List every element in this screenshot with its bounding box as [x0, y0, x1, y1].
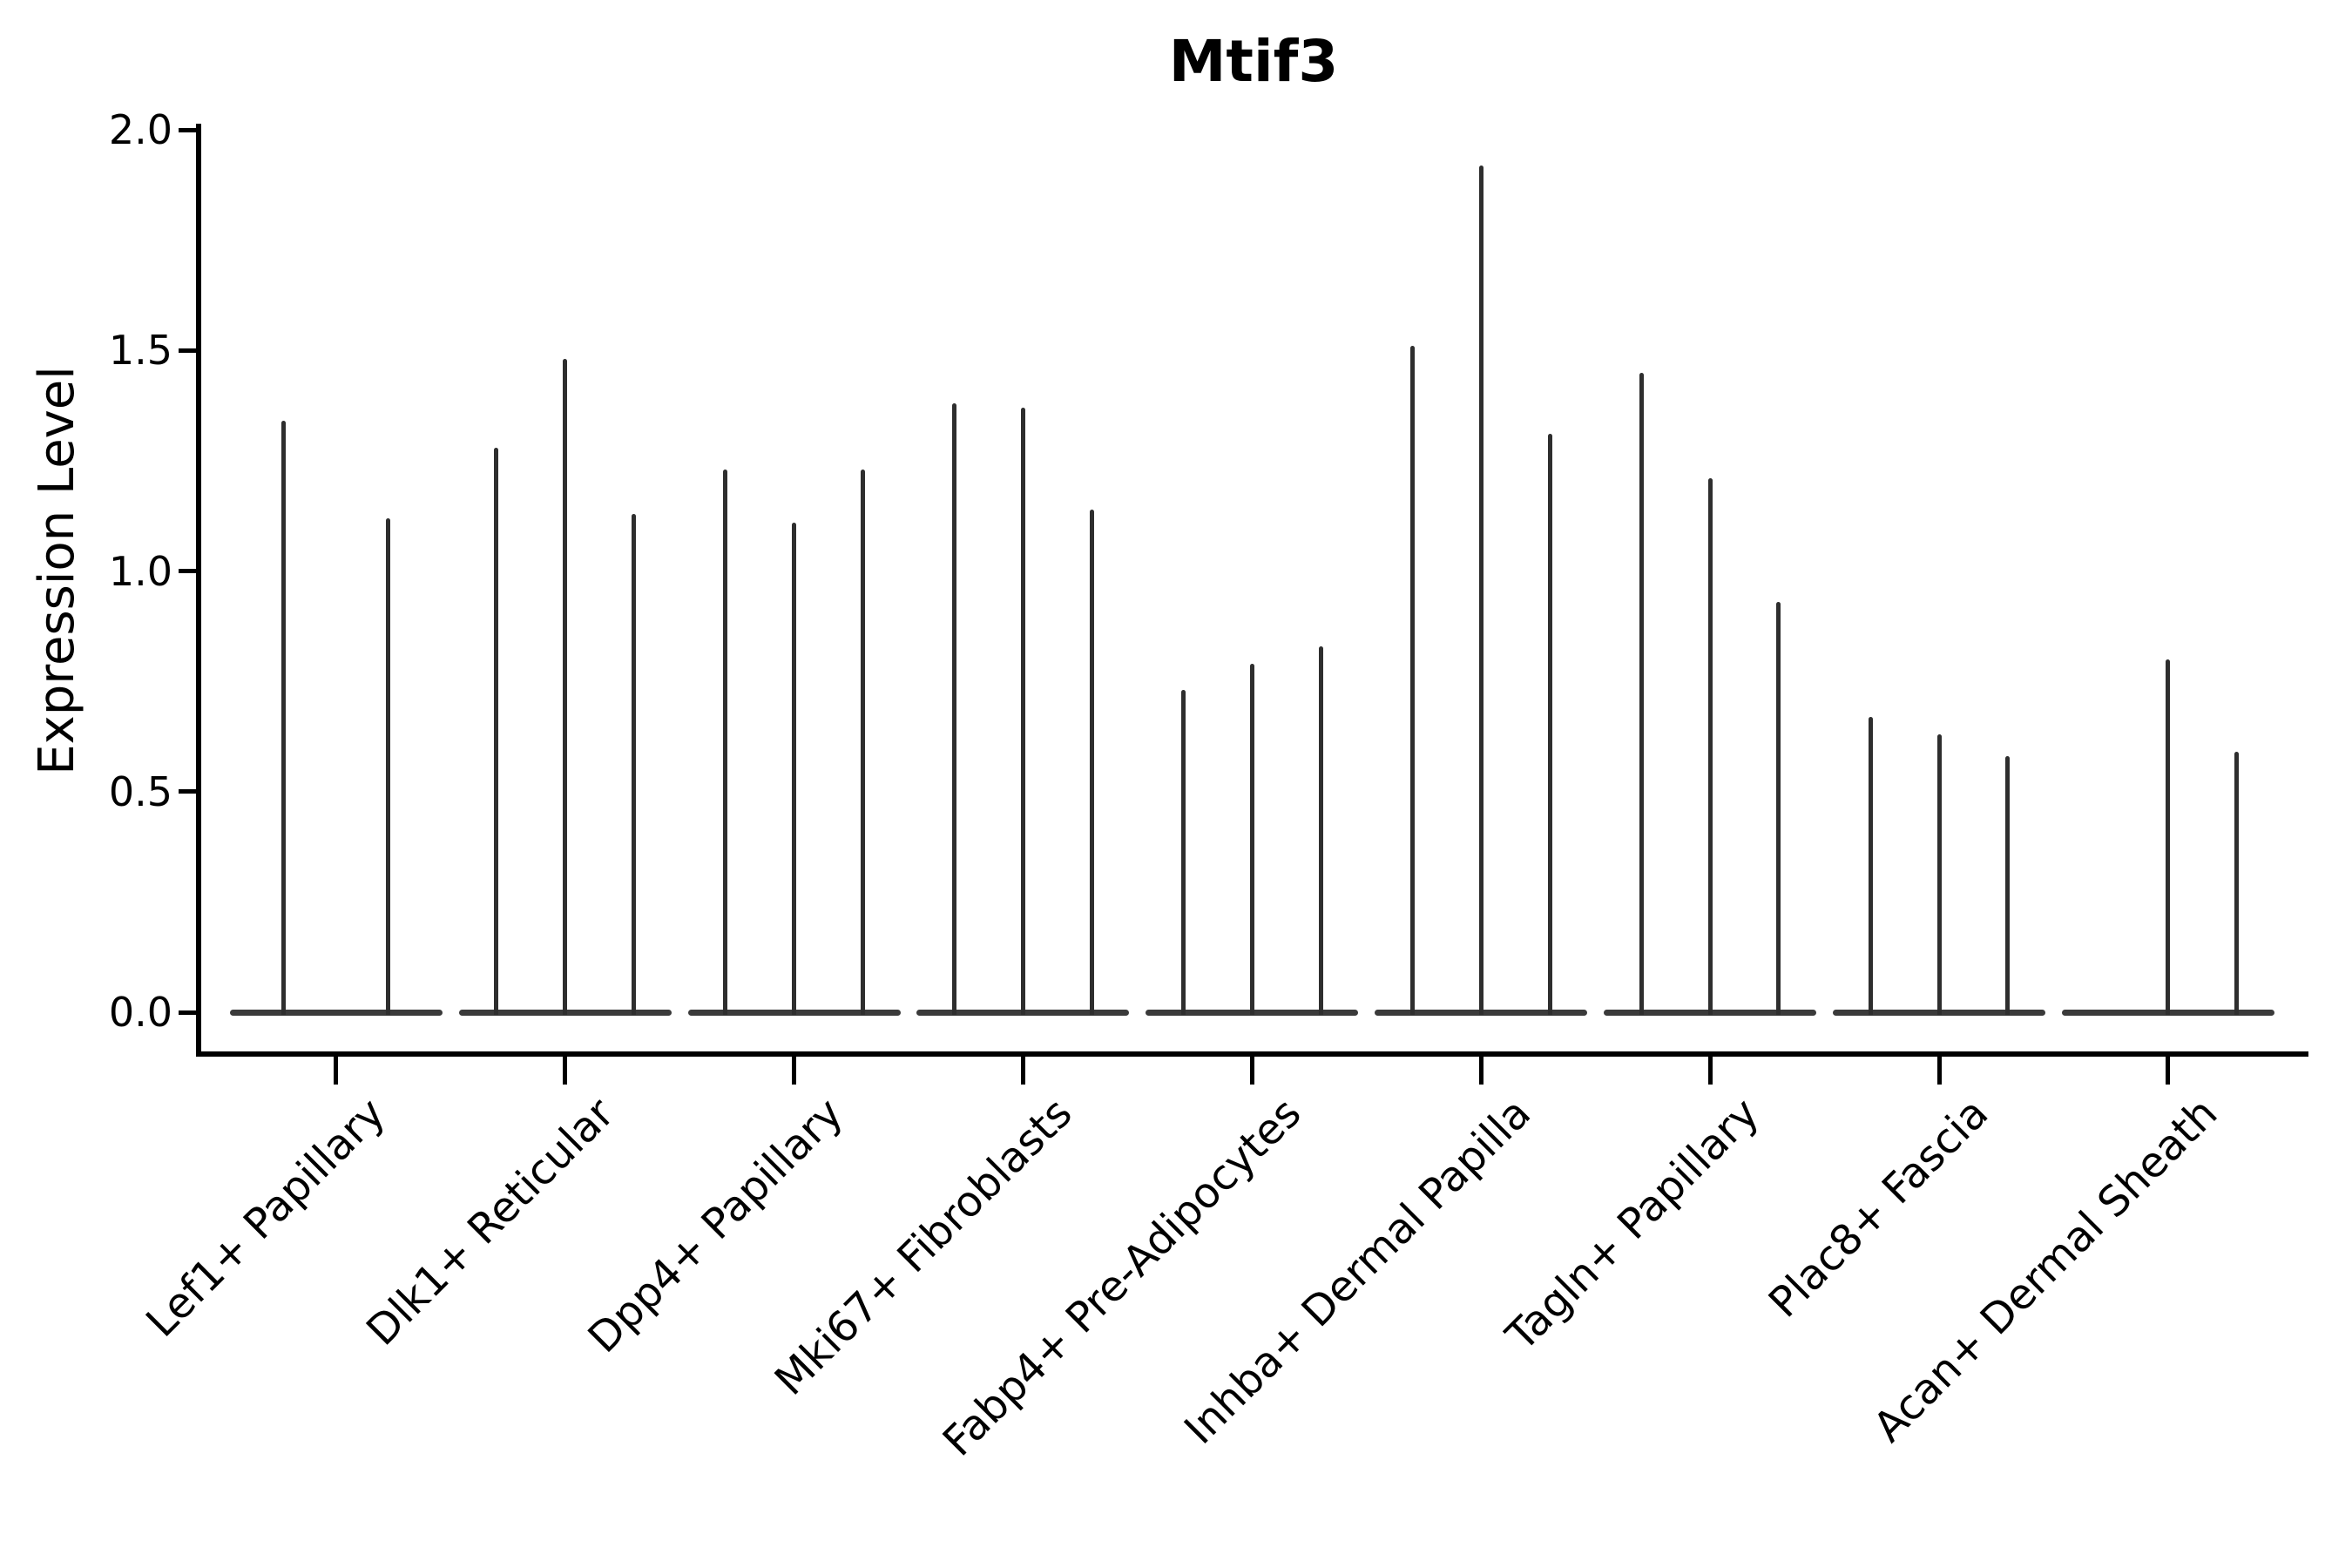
- violin-spike: [1089, 509, 1094, 1015]
- violin-spike: [1020, 408, 1025, 1015]
- violin-spike: [1409, 346, 1415, 1015]
- x-tick-mark: [1478, 1057, 1484, 1085]
- x-tick-label: Tagln+ Papillary: [1497, 1088, 1769, 1361]
- violin-spike: [1776, 601, 1781, 1015]
- y-tick-label: 0.0: [108, 989, 172, 1036]
- x-tick-label: Lef1+ Papillary: [137, 1088, 395, 1347]
- violin-spike: [1478, 165, 1484, 1015]
- violin-spike: [1707, 478, 1713, 1015]
- y-tick-mark: [179, 348, 198, 353]
- x-tick-label: Dpp4+ Papillary: [578, 1088, 853, 1362]
- x-tick-mark: [2166, 1057, 2171, 1085]
- y-tick-mark: [179, 569, 198, 573]
- violin-spike: [631, 513, 636, 1015]
- y-tick-label: 0.5: [108, 767, 172, 815]
- violin-spike: [723, 470, 728, 1015]
- x-tick-mark: [1249, 1057, 1254, 1085]
- violin-spike: [494, 447, 499, 1015]
- y-tick-mark: [179, 789, 198, 794]
- violin-spike: [860, 470, 865, 1015]
- chart-title: Mtif3: [1168, 28, 1339, 95]
- violin-spike: [1181, 690, 1186, 1015]
- violin-spike: [1318, 645, 1323, 1015]
- x-tick-mark: [1020, 1057, 1025, 1085]
- x-tick-mark: [1707, 1057, 1713, 1085]
- x-axis-spine: [196, 1051, 2308, 1057]
- violin-spike: [563, 359, 568, 1015]
- violin-spike: [2166, 659, 2171, 1015]
- violin-spike: [1249, 663, 1254, 1015]
- x-tick-label: Dlk1+ Reticular: [357, 1088, 625, 1355]
- violin-baseline: [229, 1009, 443, 1016]
- y-tick-mark: [179, 1010, 198, 1015]
- violin-spike: [952, 403, 957, 1015]
- x-tick-mark: [334, 1057, 339, 1085]
- violin-spike: [1936, 733, 1942, 1015]
- y-tick-mark: [179, 127, 198, 132]
- violin-spike: [1868, 716, 1873, 1015]
- y-tick-label: 1.0: [108, 547, 172, 595]
- y-tick-label: 1.5: [108, 327, 172, 375]
- violin-spike: [792, 522, 796, 1015]
- violin-spike: [2005, 756, 2011, 1015]
- violin-spike: [2234, 752, 2240, 1015]
- violin-spike: [281, 421, 286, 1015]
- y-axis-spine: [196, 124, 201, 1057]
- x-tick-mark: [1936, 1057, 1942, 1085]
- x-tick-label: Plac8+ Fascia: [1759, 1088, 1998, 1328]
- violin-spike: [1639, 372, 1644, 1015]
- y-tick-label: 2.0: [108, 106, 172, 153]
- x-tick-mark: [792, 1057, 796, 1085]
- violin-spike: [386, 517, 391, 1015]
- violin-spike: [1547, 434, 1552, 1015]
- x-tick-mark: [563, 1057, 568, 1085]
